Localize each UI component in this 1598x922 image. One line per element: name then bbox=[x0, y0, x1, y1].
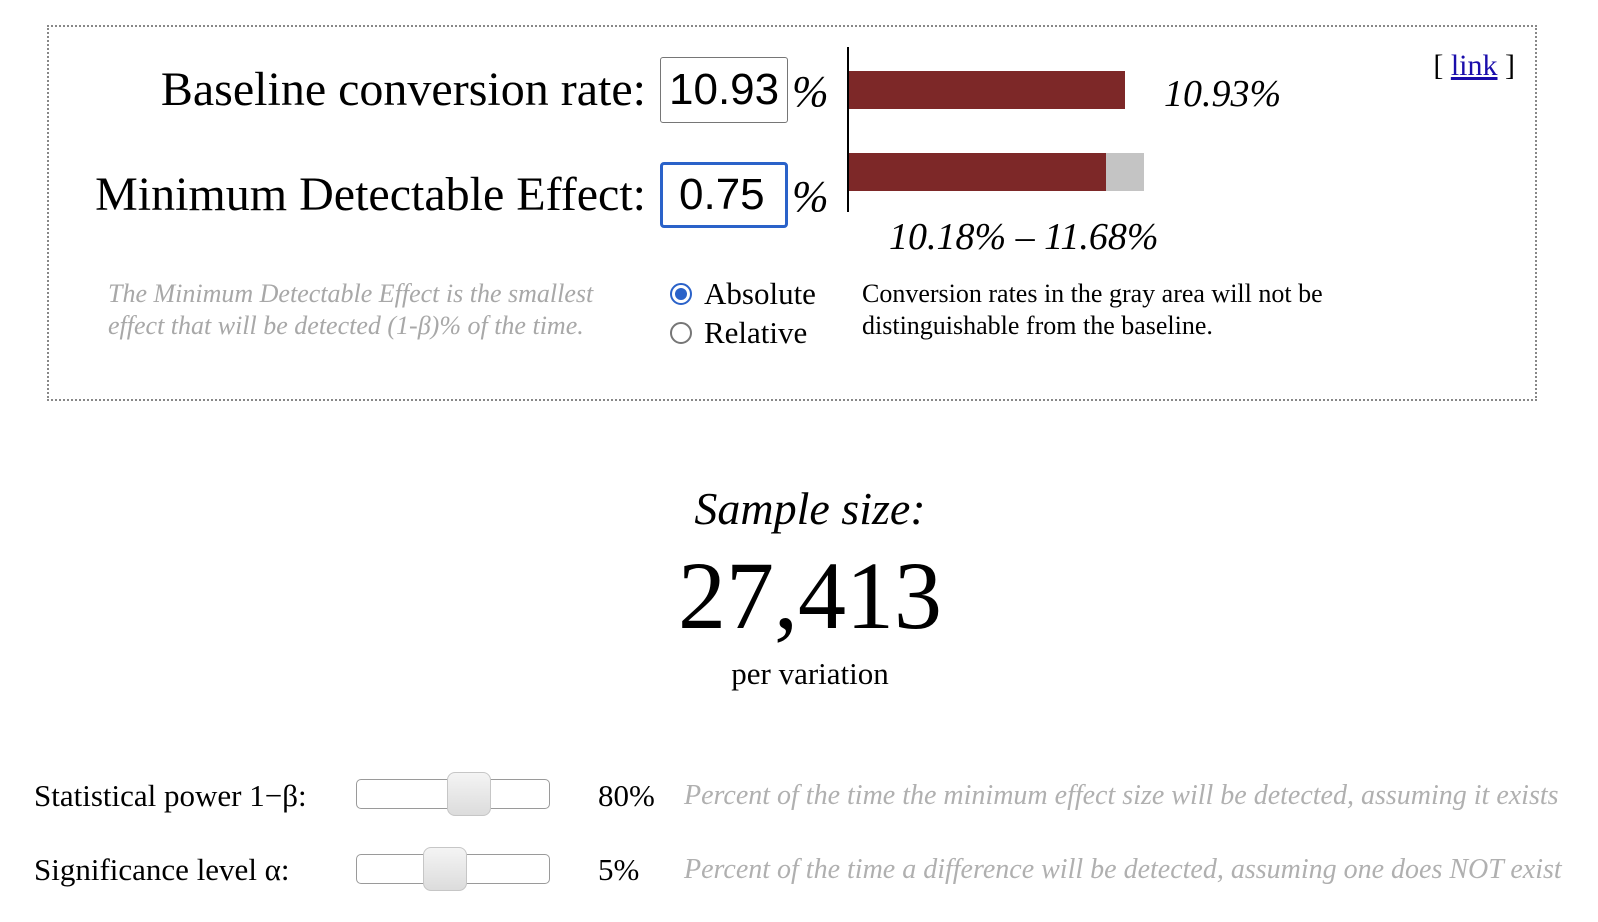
significance-label: Significance level α: bbox=[34, 852, 290, 887]
radio-absolute-label[interactable]: Absolute bbox=[704, 276, 816, 311]
mde-input[interactable] bbox=[660, 162, 788, 228]
mde-range-label: 10.18% – 11.68% bbox=[889, 216, 1159, 258]
power-slider-thumb[interactable] bbox=[447, 772, 491, 816]
mde-low-bar bbox=[849, 153, 1106, 191]
radio-absolute-indicator[interactable] bbox=[670, 283, 692, 305]
power-value: 80% bbox=[598, 778, 655, 813]
bar-axis bbox=[847, 47, 849, 212]
baseline-bar bbox=[849, 71, 1125, 109]
radio-absolute[interactable]: Absolute bbox=[670, 276, 816, 312]
baseline-input[interactable] bbox=[660, 57, 788, 123]
link-bracket-open: [ bbox=[1433, 49, 1444, 82]
significance-help: Percent of the time a difference will be… bbox=[684, 854, 1562, 885]
baseline-unit: % bbox=[792, 67, 829, 116]
radio-relative[interactable]: Relative bbox=[670, 315, 807, 351]
mde-unit: % bbox=[792, 172, 829, 221]
baseline-bar-label: 10.93% bbox=[1164, 73, 1282, 115]
mde-help-text: The Minimum Detectable Effect is the sma… bbox=[108, 279, 594, 340]
permalink[interactable]: link bbox=[1450, 49, 1498, 82]
significance-value: 5% bbox=[598, 852, 640, 887]
sample-size-unit: per variation bbox=[731, 656, 889, 691]
link-wrapper: [ link ] bbox=[1433, 49, 1515, 83]
sample-size-value: 27,413 bbox=[678, 542, 942, 649]
power-slider-track[interactable] bbox=[356, 772, 550, 816]
radio-relative-label[interactable]: Relative bbox=[704, 315, 808, 350]
significance-slider-thumb[interactable] bbox=[423, 847, 467, 891]
significance-slider-track[interactable] bbox=[356, 847, 550, 891]
gray-area-note: Conversion rates in the gray area will n… bbox=[862, 279, 1323, 340]
input-panel: [ link ] bbox=[47, 25, 1537, 401]
radio-relative-indicator[interactable] bbox=[670, 322, 692, 344]
sample-size-title: Sample size: bbox=[694, 483, 926, 534]
link-bracket-close: ] bbox=[1505, 49, 1515, 82]
baseline-label: Baseline conversion rate: bbox=[160, 63, 646, 116]
power-help: Percent of the time the minimum effect s… bbox=[684, 780, 1559, 811]
power-label: Statistical power 1−β: bbox=[34, 778, 307, 813]
mde-label: Minimum Detectable Effect: bbox=[95, 168, 646, 221]
